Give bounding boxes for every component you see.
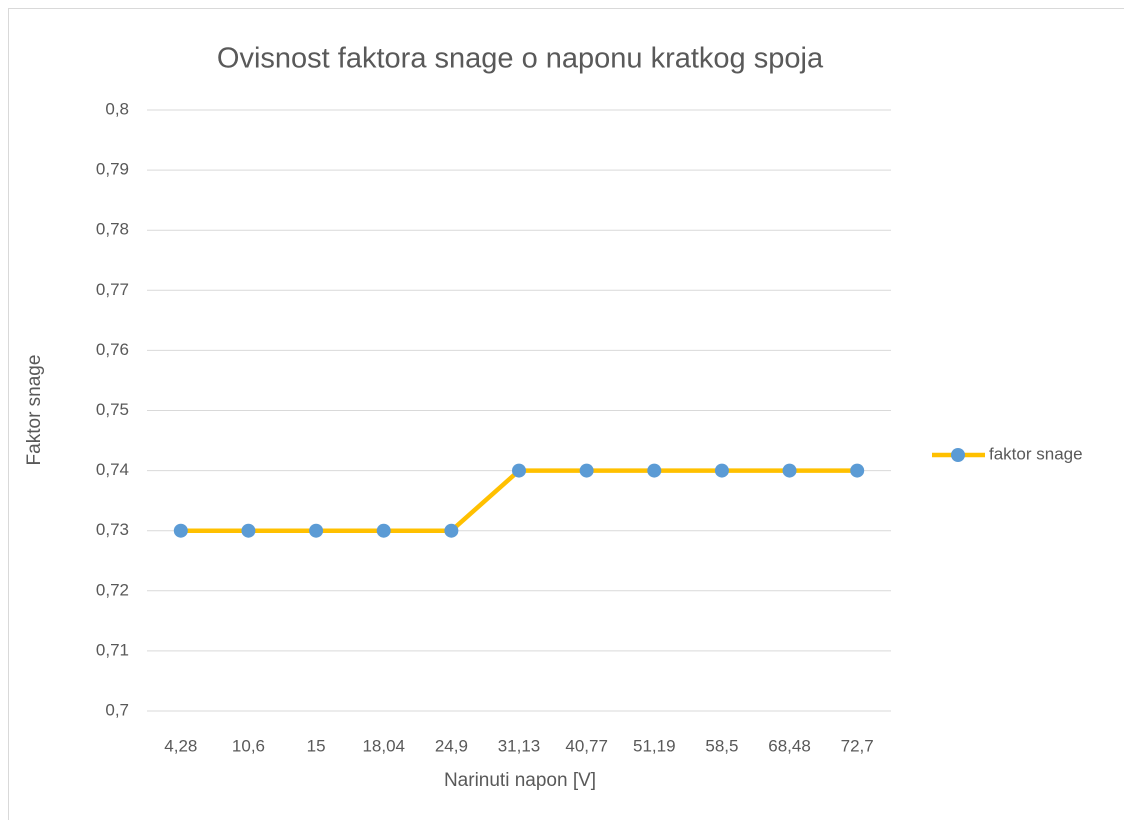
y-tick-label: 0,76 bbox=[96, 340, 129, 359]
y-tick-label: 0,78 bbox=[96, 220, 129, 239]
x-tick-label: 40,77 bbox=[565, 736, 608, 755]
y-tick-label: 0,72 bbox=[96, 580, 129, 599]
y-axis-label: Faktor snage bbox=[24, 355, 45, 466]
legend-marker bbox=[951, 448, 965, 462]
data-point bbox=[647, 463, 662, 478]
data-point bbox=[579, 463, 594, 478]
data-point bbox=[444, 523, 459, 538]
y-tick-label: 0,75 bbox=[96, 400, 129, 419]
data-point bbox=[714, 463, 729, 478]
x-axis-label: Narinuti napon [V] bbox=[444, 770, 596, 791]
chart-frame bbox=[8, 8, 1124, 820]
data-point bbox=[309, 523, 324, 538]
x-tick-label: 15 bbox=[307, 736, 326, 755]
x-tick-label: 24,9 bbox=[435, 736, 468, 755]
x-tick-label: 10,6 bbox=[232, 736, 265, 755]
x-tick-label: 72,7 bbox=[841, 736, 874, 755]
x-tick-label: 18,04 bbox=[362, 736, 405, 755]
y-tick-label: 0,71 bbox=[96, 640, 129, 659]
y-tick-label: 0,8 bbox=[105, 99, 129, 118]
data-point bbox=[850, 463, 865, 478]
y-tick-label: 0,74 bbox=[96, 460, 129, 479]
y-tick-label: 0,79 bbox=[96, 160, 129, 179]
chart-title: Ovisnost faktora snage o naponu kratkog … bbox=[217, 43, 824, 75]
y-tick-label: 0,73 bbox=[96, 520, 129, 539]
y-tick-label: 0,77 bbox=[96, 280, 129, 299]
x-tick-label: 31,13 bbox=[498, 736, 541, 755]
data-point bbox=[376, 523, 391, 538]
x-tick-label: 4,28 bbox=[164, 736, 197, 755]
data-point bbox=[512, 463, 526, 478]
data-point bbox=[241, 523, 256, 538]
x-tick-label: 51,19 bbox=[633, 736, 676, 755]
legend-label: faktor snage bbox=[989, 444, 1083, 463]
data-point bbox=[173, 523, 188, 538]
data-point bbox=[782, 463, 797, 478]
x-tick-label: 58,5 bbox=[705, 736, 738, 755]
y-tick-label: 0,7 bbox=[105, 700, 129, 719]
x-tick-label: 68,48 bbox=[768, 736, 811, 755]
